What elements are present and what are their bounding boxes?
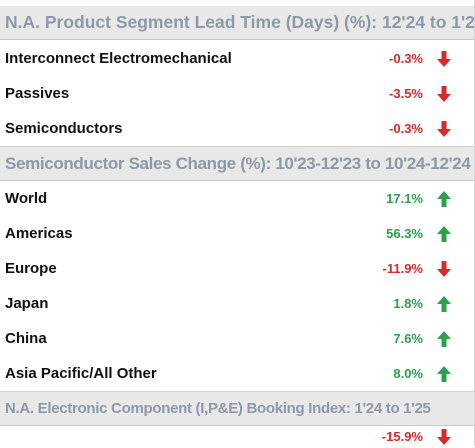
row-label: China [5, 330, 47, 347]
lead-time-title: N.A. Product Segment Lead Time (Days) (%… [5, 12, 475, 32]
up-arrow-icon [437, 296, 451, 312]
row-label: Semiconductors [5, 120, 123, 137]
row-value: 17.1% [386, 191, 423, 206]
up-arrow-icon [437, 191, 451, 207]
up-arrow-icon [437, 331, 451, 347]
sales-row-asia-pacific: Asia Pacific/All Other 8.0% [0, 356, 475, 392]
down-arrow-icon [437, 261, 451, 277]
row-label: Interconnect Electromechanical [5, 50, 232, 67]
booking-index-title: N.A. Electronic Component (I,P&E) Bookin… [5, 400, 431, 417]
row-value: 1.8% [393, 296, 423, 311]
lead-time-header: N.A. Product Segment Lead Time (Days) (%… [0, 6, 475, 40]
down-arrow-icon [437, 429, 451, 445]
up-arrow-icon [437, 366, 451, 382]
lead-time-row-interconnect: Interconnect Electromechanical -0.3% [0, 41, 475, 77]
sales-change-header: Semiconductor Sales Change (%): 10'23-12… [0, 147, 475, 181]
row-value: 7.6% [393, 331, 423, 346]
row-value: -3.5% [389, 86, 423, 101]
row-label: Asia Pacific/All Other [5, 365, 157, 382]
up-arrow-icon [437, 226, 451, 242]
down-arrow-icon [437, 86, 451, 102]
row-label: Europe [5, 260, 57, 277]
row-value: -15.9% [381, 429, 423, 444]
sales-row-americas: Americas 56.3% [0, 216, 475, 252]
sales-row-china: China 7.6% [0, 321, 475, 357]
row-label: Americas [5, 225, 73, 242]
row-label: World [5, 190, 48, 207]
row-label: Japan [5, 295, 49, 312]
sales-row-japan: Japan 1.8% [0, 286, 475, 322]
down-arrow-icon [437, 51, 451, 67]
row-value: -11.9% [382, 261, 423, 276]
down-arrow-icon [437, 121, 451, 137]
row-value: -0.3% [389, 51, 423, 66]
sales-row-europe: Europe -11.9% [0, 251, 475, 287]
lead-time-row-passives: Passives -3.5% [0, 76, 475, 112]
row-value: 56.3% [386, 226, 423, 241]
sales-change-title: Semiconductor Sales Change (%): 10'23-12… [5, 154, 471, 173]
booking-index-header: N.A. Electronic Component (I,P&E) Bookin… [0, 392, 475, 426]
row-value: 8.0% [393, 366, 423, 381]
sales-row-world: World 17.1% [0, 181, 475, 217]
booking-index-row: -15.9% [0, 426, 475, 446]
lead-time-row-semiconductors: Semiconductors -0.3% [0, 111, 475, 147]
row-label: Passives [5, 85, 70, 102]
row-value: -0.3% [389, 121, 423, 136]
